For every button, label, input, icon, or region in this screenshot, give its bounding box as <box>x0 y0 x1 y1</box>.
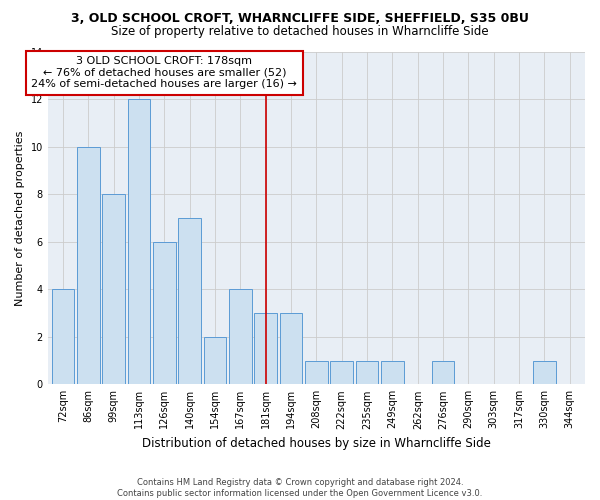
Bar <box>128 99 151 384</box>
Text: 3 OLD SCHOOL CROFT: 178sqm
← 76% of detached houses are smaller (52)
24% of semi: 3 OLD SCHOOL CROFT: 178sqm ← 76% of deta… <box>31 56 297 90</box>
Bar <box>280 313 302 384</box>
Text: 3, OLD SCHOOL CROFT, WHARNCLIFFE SIDE, SHEFFIELD, S35 0BU: 3, OLD SCHOOL CROFT, WHARNCLIFFE SIDE, S… <box>71 12 529 26</box>
X-axis label: Distribution of detached houses by size in Wharncliffe Side: Distribution of detached houses by size … <box>142 437 491 450</box>
Bar <box>77 146 100 384</box>
Bar <box>229 289 252 384</box>
Bar <box>431 360 454 384</box>
Text: Contains HM Land Registry data © Crown copyright and database right 2024.
Contai: Contains HM Land Registry data © Crown c… <box>118 478 482 498</box>
Text: Size of property relative to detached houses in Wharncliffe Side: Size of property relative to detached ho… <box>111 25 489 38</box>
Bar <box>356 360 379 384</box>
Bar <box>331 360 353 384</box>
Bar <box>305 360 328 384</box>
Bar <box>52 289 74 384</box>
Y-axis label: Number of detached properties: Number of detached properties <box>15 130 25 306</box>
Bar <box>178 218 201 384</box>
Bar <box>381 360 404 384</box>
Bar <box>102 194 125 384</box>
Bar <box>254 313 277 384</box>
Bar <box>153 242 176 384</box>
Bar <box>203 337 226 384</box>
Bar <box>533 360 556 384</box>
